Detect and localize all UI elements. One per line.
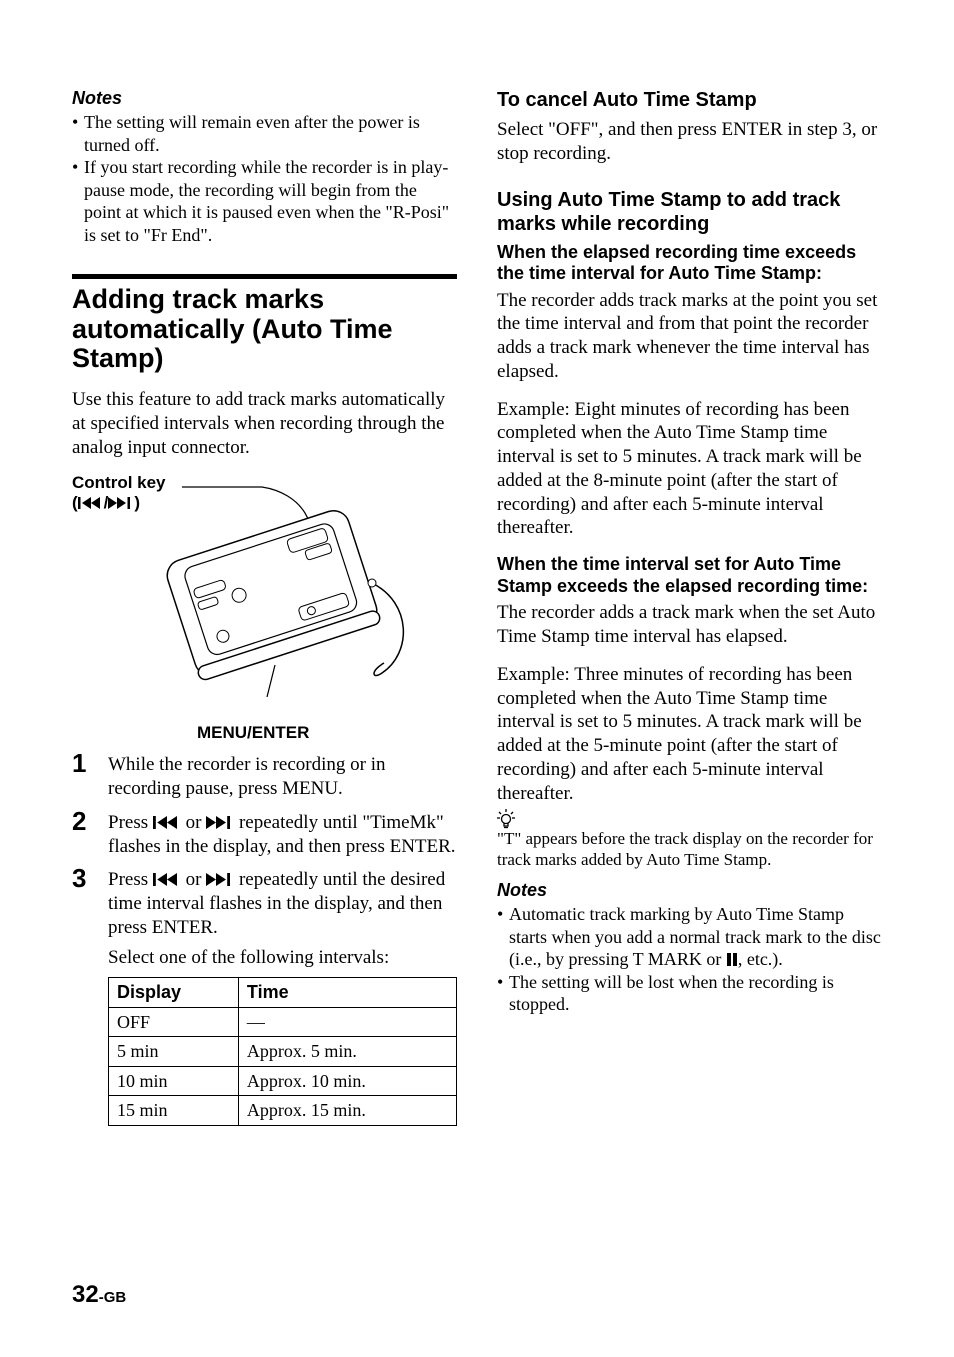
note-item: The setting will be lost when the record… [497,971,882,1016]
step-number: 1 [72,747,86,780]
left-column: Notes The setting will remain even after… [72,88,457,1136]
right-notes-heading: Notes [497,880,882,901]
table-row: 5 minApprox. 5 min. [109,1037,457,1067]
pause-icon [726,953,738,966]
menu-enter-label: MENU/ENTER [197,723,309,743]
recorder-illustration [72,473,452,723]
case2-body: The recorder adds a track mark when the … [497,601,882,649]
right-column: To cancel Auto Time Stamp Select "OFF", … [497,88,882,1136]
case1-example: Example: Eight minutes of recording has … [497,398,882,541]
page-number-value: 32 [72,1281,99,1308]
step-number: 2 [72,805,86,838]
step-text: While the recorder is recording or in re… [108,754,386,799]
notes-list: The setting will remain even after the p… [72,111,457,246]
notes-heading: Notes [72,88,457,109]
next-track-icon [206,873,234,886]
case2-heading: When the time interval set for Auto Time… [497,554,882,597]
col-display: Display [109,978,239,1008]
section-title: Adding track marks automatically (Auto T… [72,285,457,374]
tip-text: "T" appears before the track display on … [497,829,882,870]
table-row: OFF— [109,1007,457,1037]
section-rule [72,274,457,279]
device-diagram: Control key (/) [72,473,457,743]
right-notes-list: Automatic track marking by Auto Time Sta… [497,903,882,1016]
using-heading: Using Auto Time Stamp to add track marks… [497,188,882,236]
cancel-body: Select "OFF", and then press ENTER in st… [497,118,882,166]
table-header-row: Display Time [109,978,457,1008]
page-number-suffix: -GB [99,1289,127,1306]
note-item: Automatic track marking by Auto Time Sta… [497,903,882,971]
step-text: Press or repeatedly until "TimeMk" flash… [108,812,456,857]
prev-track-icon [153,873,181,886]
note-item: If you start recording while the recorde… [72,156,457,246]
case2-example: Example: Three minutes of recording has … [497,663,882,806]
table-row: 10 minApprox. 10 min. [109,1066,457,1096]
step-item: 1 While the recorder is recording or in … [72,753,457,801]
step-item: 3 Press or repeatedly until the desired … [72,868,457,1126]
step-number: 3 [72,862,86,895]
steps-list: 1 While the recorder is recording or in … [72,753,457,1126]
case1-heading: When the elapsed recording time exceeds … [497,242,882,285]
step-item: 2 Press or repeatedly until "TimeMk" fla… [72,811,457,859]
table-row: 15 minApprox. 15 min. [109,1096,457,1126]
intervals-table: Display Time OFF— 5 minApprox. 5 min. 10… [108,977,457,1126]
intro-paragraph: Use this feature to add track marks auto… [72,388,457,459]
step-extra: Select one of the following intervals: [108,947,389,968]
case1-body: The recorder adds track marks at the poi… [497,289,882,384]
next-track-icon [206,816,234,829]
page-number: 32-GB [72,1281,126,1309]
note-item: The setting will remain even after the p… [72,111,457,156]
col-time: Time [238,978,456,1008]
tip-icon [497,809,882,829]
cancel-heading: To cancel Auto Time Stamp [497,88,882,112]
step-text: Press or repeatedly until the desired ti… [108,869,445,938]
prev-track-icon [153,816,181,829]
